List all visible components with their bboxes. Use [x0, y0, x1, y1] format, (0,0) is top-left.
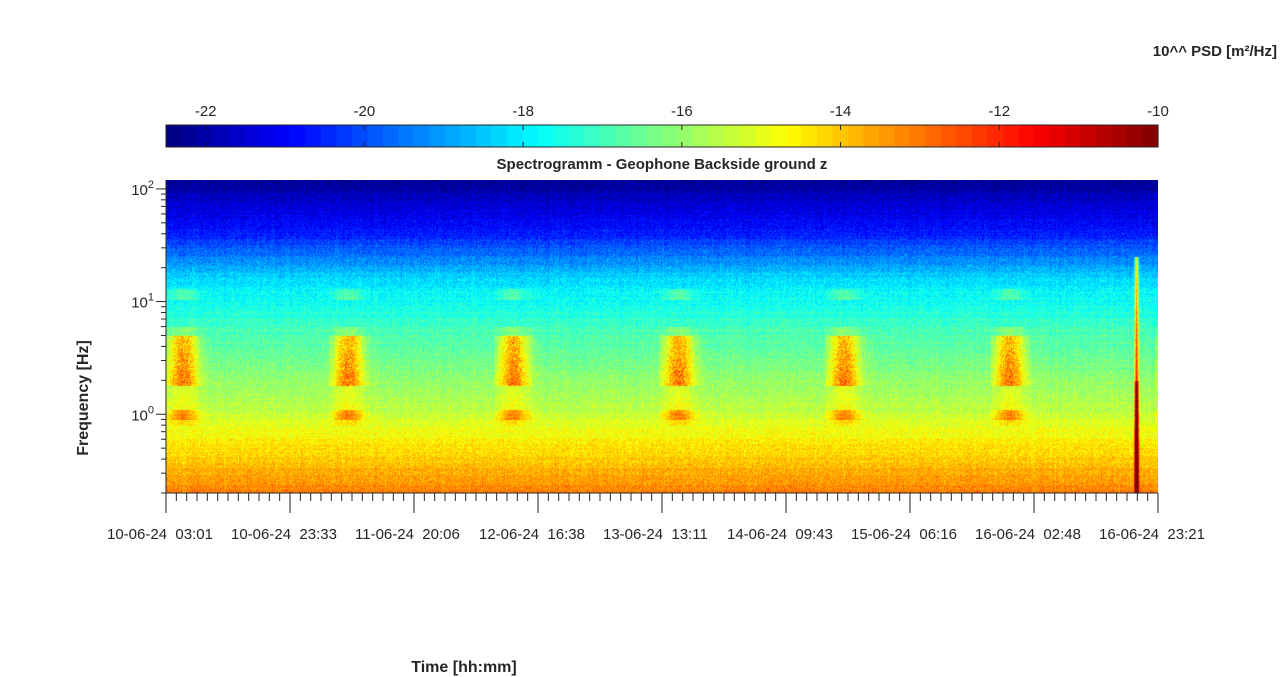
- colorbar-cell: [166, 125, 183, 147]
- colorbar-tick-label: -18: [512, 103, 534, 120]
- colorbar-cell: [507, 125, 524, 147]
- colorbar-cell: [1018, 125, 1035, 147]
- colorbar-ticks: -22 -20 -18 -16 -14 -12 -10: [195, 103, 1169, 147]
- x-tick-label: 12-06-24 16:38: [479, 526, 585, 543]
- colorbar-tick-label: -20: [354, 103, 376, 120]
- x-tick-label: 10-06-24 23:33: [231, 526, 337, 543]
- colorbar-cell: [445, 125, 462, 147]
- colorbar-cell: [228, 125, 245, 147]
- colorbar-cell: [243, 125, 260, 147]
- colorbar-cell: [863, 125, 880, 147]
- colorbar-cell: [1034, 125, 1051, 147]
- colorbar-cell: [956, 125, 973, 147]
- colorbar-cell: [1049, 125, 1066, 147]
- y-axis-title: Frequency [Hz]: [75, 340, 92, 456]
- colorbar-cell: [646, 125, 663, 147]
- colorbar-cell: [770, 125, 787, 147]
- colorbar-cell: [1080, 125, 1097, 147]
- colorbar-cell: [941, 125, 958, 147]
- colorbar-cell: [755, 125, 772, 147]
- x-tick-label: 11-06-24 20:06: [355, 526, 460, 543]
- colorbar-cell: [336, 125, 353, 147]
- colorbar-tick-label: -16: [671, 103, 693, 120]
- x-tick-label: 15-06-24 06:16: [851, 526, 957, 543]
- colorbar-cell: [615, 125, 632, 147]
- colorbar-cell: [832, 125, 849, 147]
- colorbar-cell: [569, 125, 586, 147]
- colorbar-cell: [522, 125, 539, 147]
- colorbar-cell: [879, 125, 896, 147]
- colorbar-cell: [894, 125, 911, 147]
- colorbar-gradient: [166, 125, 1159, 147]
- colorbar-cell: [367, 125, 384, 147]
- colorbar-cell: [972, 125, 989, 147]
- colorbar-cell: [476, 125, 493, 147]
- colorbar-cell: [383, 125, 400, 147]
- colorbar-tick-label: -10: [1147, 103, 1169, 120]
- colorbar-cell: [801, 125, 818, 147]
- colorbar-cell: [352, 125, 369, 147]
- colorbar-cell: [259, 125, 276, 147]
- colorbar-cell: [584, 125, 601, 147]
- y-tick-label: 101: [131, 292, 154, 312]
- x-tick-label: 13-06-24 13:11: [603, 526, 708, 543]
- x-tick-label: 16-06-24 23:21: [1099, 526, 1205, 543]
- colorbar-cell: [1065, 125, 1082, 147]
- colorbar-cell: [1003, 125, 1020, 147]
- y-tick-label: 100: [131, 404, 154, 424]
- colorbar-cell: [631, 125, 648, 147]
- x-tick-label: 10-06-24 03:01: [107, 526, 213, 543]
- colorbar-cell: [212, 125, 229, 147]
- colorbar-cell: [321, 125, 338, 147]
- spectrogram-heatmap: [166, 180, 1158, 493]
- colorbar-cell: [274, 125, 291, 147]
- plot-area: 100 101 102 10-06-24 03:01 10-06-24 23:33 11…: [107, 179, 1205, 543]
- colorbar-cell: [1127, 125, 1144, 147]
- y-tick-label: 102: [131, 179, 154, 199]
- colorbar-tick-label: -22: [195, 103, 217, 120]
- colorbar-cell: [786, 125, 803, 147]
- colorbar-tick-label: -14: [830, 103, 852, 120]
- colorbar-cell: [553, 125, 570, 147]
- colorbar-cell: [1096, 125, 1113, 147]
- chart-title: Spectrogramm - Geophone Backside ground …: [497, 156, 828, 173]
- colorbar-cell: [460, 125, 477, 147]
- colorbar-cell: [910, 125, 927, 147]
- x-tick-label: 14-06-24 09:43: [727, 526, 833, 543]
- colorbar-cell: [491, 125, 508, 147]
- x-tick-label: 16-06-24 02:48: [975, 526, 1081, 543]
- colorbar-frame: [165, 124, 1159, 148]
- colorbar-label: 10^^ PSD [m²/Hz]: [1153, 43, 1277, 60]
- colorbar-cell: [724, 125, 741, 147]
- colorbar-cell: [414, 125, 431, 147]
- y-axis-ticks: 100 101 102: [131, 179, 166, 494]
- colorbar-cell: [817, 125, 834, 147]
- colorbar-cell: [1111, 125, 1128, 147]
- x-axis-title: Time [hh:mm]: [411, 659, 516, 676]
- colorbar-cell: [693, 125, 710, 147]
- colorbar-cell: [925, 125, 942, 147]
- colorbar-cell: [739, 125, 756, 147]
- colorbar-cell: [538, 125, 555, 147]
- colorbar-cell: [305, 125, 322, 147]
- colorbar: 10^^ PSD [m²/Hz] -22 -20 -18 -16 -14 -12 -10: [165, 43, 1277, 148]
- colorbar-cell: [600, 125, 617, 147]
- x-axis-ticks: 10-06-24 03:01 10-06-24 23:33 11-06-24 20:…: [107, 493, 1205, 543]
- colorbar-cell: [398, 125, 415, 147]
- colorbar-cell: [290, 125, 307, 147]
- colorbar-cell: [197, 125, 214, 147]
- colorbar-cell: [987, 125, 1004, 147]
- colorbar-cell: [662, 125, 679, 147]
- colorbar-tick-label: -12: [988, 103, 1010, 120]
- colorbar-cell: [708, 125, 725, 147]
- colorbar-cell: [1142, 125, 1159, 147]
- colorbar-cell: [181, 125, 198, 147]
- colorbar-cell: [429, 125, 446, 147]
- colorbar-cell: [848, 125, 865, 147]
- colorbar-cell: [677, 125, 694, 147]
